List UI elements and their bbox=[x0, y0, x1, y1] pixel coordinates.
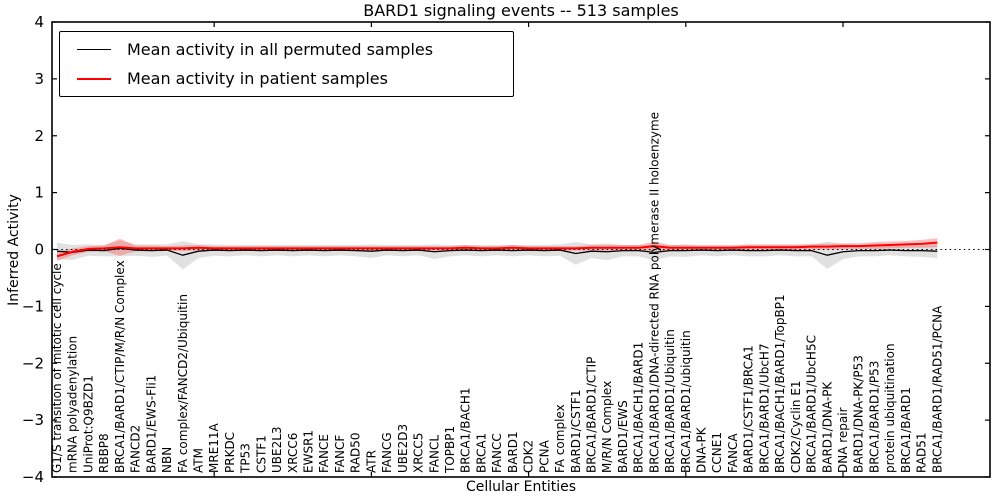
x-tick-label: RAD51 bbox=[915, 432, 929, 473]
x-tick-label: BRCA1/BACH1 bbox=[459, 387, 473, 473]
legend-label-permuted: Mean activity in all permuted samples bbox=[127, 40, 434, 59]
x-tick-label: mRNA polyadenylation bbox=[66, 336, 80, 473]
x-tick-label: protein ubiquitination bbox=[883, 343, 897, 473]
x-tick-label: BRCA1/BARD1/UbcH7 bbox=[757, 343, 771, 473]
x-tick-label: FANCL bbox=[427, 435, 441, 473]
chart-title: BARD1 signaling events -- 513 samples bbox=[363, 1, 679, 20]
x-tick-label: ATM bbox=[191, 448, 205, 473]
legend-label-patient: Mean activity in patient samples bbox=[127, 69, 388, 88]
patient-line-swatch bbox=[77, 77, 111, 80]
x-tick-label: BRCA1/BARD1/UbcH5C bbox=[805, 335, 819, 473]
x-tick-label: BRCA1 bbox=[474, 433, 488, 473]
legend: Mean activity in all permuted samples Me… bbox=[59, 31, 514, 97]
x-tick-label: MRE11A bbox=[207, 422, 221, 473]
x-tick-label: DNA repair bbox=[836, 407, 850, 473]
x-tick-label: RAD50 bbox=[349, 432, 363, 473]
x-tick-label: XRCC5 bbox=[412, 433, 426, 473]
x-tick-label: FANCD2 bbox=[129, 425, 143, 473]
x-tick-label: BRCA1/BARD1/DNA-directed RNA polymerase … bbox=[647, 112, 661, 473]
x-tick-label: M/R/N Complex bbox=[600, 381, 614, 473]
x-tick-label: BRCA1/BARD1/CTIP/M/R/N Complex bbox=[113, 260, 127, 473]
y-tick-label: 2 bbox=[34, 127, 44, 145]
x-tick-label: BARD1 bbox=[506, 431, 520, 473]
legend-item-permuted: Mean activity in all permuted samples bbox=[60, 40, 513, 60]
y-tick-label: 4 bbox=[34, 13, 44, 31]
x-axis-title: Cellular Entities bbox=[465, 479, 577, 495]
x-tick-label: BARD1/CSTF1 bbox=[569, 389, 583, 473]
x-tick-label: BRCA1/BARD1/CTIP bbox=[584, 357, 598, 473]
y-tick-label: −1 bbox=[22, 297, 44, 315]
x-tick-label: BARD1/DNA-PK bbox=[820, 381, 834, 473]
patient-mean-line bbox=[56, 241, 938, 258]
permuted-mean-line bbox=[56, 247, 938, 256]
x-tick-label: PCNA bbox=[537, 439, 551, 473]
x-tick-label: BRCA1/BARD1 bbox=[899, 387, 913, 473]
x-tick-label: G1/S transition of mitotic cell cycle bbox=[50, 263, 64, 473]
x-tick-label: BRCA1/BARD1/RAD51/PCNA bbox=[930, 305, 944, 473]
x-tick-label: XRCC6 bbox=[286, 433, 300, 473]
x-tick-label: BRCA1/BACH1/BARD1/TopBP1 bbox=[773, 294, 787, 473]
x-tick-label: TP53 bbox=[239, 443, 253, 474]
x-tick-label: RBBP8 bbox=[97, 433, 111, 473]
x-tick-label: EWSR1 bbox=[302, 430, 316, 473]
x-tick-label: BARD1/EWS-Fli1 bbox=[144, 375, 158, 473]
y-tick-label: −2 bbox=[22, 354, 44, 372]
x-tick-label: FANCE bbox=[317, 434, 331, 473]
x-tick-label: DNA-PK bbox=[695, 426, 709, 473]
x-tick-label: BARD1/DNA-PK/P53 bbox=[852, 355, 866, 473]
x-tick-label: FA complex bbox=[553, 404, 567, 473]
x-tick-label: UBE2L3 bbox=[270, 426, 284, 473]
y-tick-label: 1 bbox=[34, 184, 44, 202]
y-tick-label: −3 bbox=[22, 411, 44, 429]
x-tick-label: TOPBP1 bbox=[443, 426, 457, 474]
x-tick-label: FANCG bbox=[380, 432, 394, 473]
x-tick-label: BRCA1/BARD1/ubiquitin bbox=[679, 330, 693, 473]
x-tick-label: FANCA bbox=[726, 433, 740, 473]
x-tick-label: BRCA1/BACH1/BARD1 bbox=[632, 342, 646, 473]
x-tick-label: FANCC bbox=[490, 433, 504, 473]
x-tick-label: BRCA1/BARD1/P53 bbox=[867, 361, 881, 473]
y-tick-label: 0 bbox=[34, 241, 44, 259]
x-tick-label: FANCF bbox=[333, 435, 347, 473]
x-tick-label: ATR bbox=[364, 450, 378, 473]
x-tick-label: BARD1/EWS bbox=[616, 400, 630, 473]
legend-item-patient: Mean activity in patient samples bbox=[60, 69, 513, 89]
x-tick-label: CDK2/Cyclin E1 bbox=[789, 380, 803, 473]
x-tick-label: PRKDC bbox=[223, 432, 237, 473]
x-tick-label: BRCA1/BARD1/Ubiquitin bbox=[663, 329, 677, 473]
x-tick-label: FA complex/FANCD2/Ubiquitin bbox=[176, 294, 190, 473]
x-tick-label: CCNE1 bbox=[710, 432, 724, 473]
x-tick-label: BARD1/CSTF1/BRCA1 bbox=[742, 345, 756, 473]
y-tick-label: −4 bbox=[22, 468, 44, 486]
x-tick-label: CDK2 bbox=[522, 440, 536, 473]
y-tick-label: 3 bbox=[34, 70, 44, 88]
x-tick-label: CSTF1 bbox=[254, 435, 268, 473]
x-tick-label: UniProt:Q9BZD1 bbox=[81, 375, 95, 473]
x-tick-label: UBE2D3 bbox=[396, 424, 410, 473]
x-tick-label: NBN bbox=[160, 447, 174, 473]
y-axis-title: Inferred Activity bbox=[6, 194, 22, 306]
permuted-line-swatch bbox=[77, 49, 111, 50]
